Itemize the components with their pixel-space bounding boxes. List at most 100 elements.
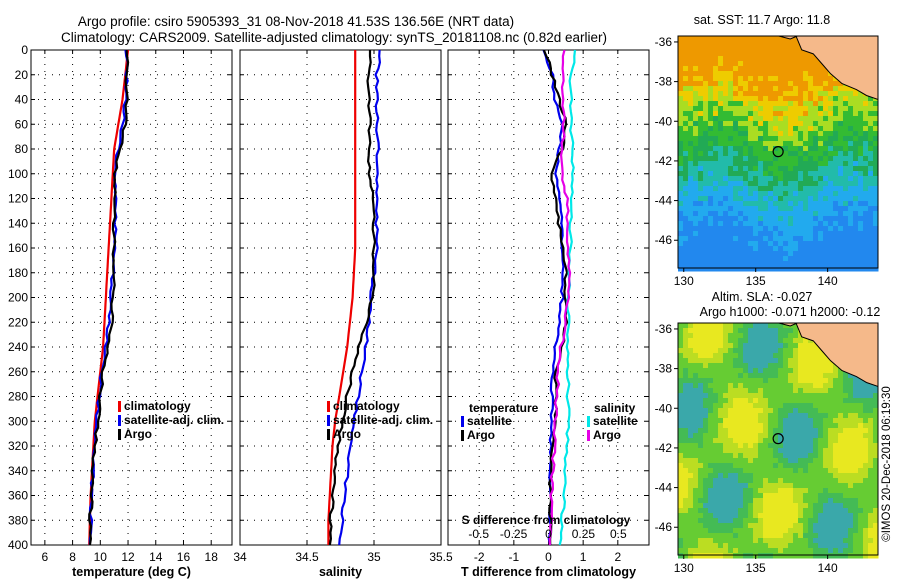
map-cell xyxy=(708,261,714,267)
map-cell xyxy=(848,503,854,509)
map-cell xyxy=(863,141,869,147)
map-cell xyxy=(708,56,714,62)
map-cell xyxy=(793,206,799,212)
map-cell xyxy=(838,156,844,162)
map-cell xyxy=(698,393,704,399)
map-cell xyxy=(728,96,734,102)
map-cell xyxy=(788,443,794,449)
map-cell xyxy=(868,211,874,217)
map-cell xyxy=(683,328,689,334)
map-cell xyxy=(688,543,694,549)
map-cell xyxy=(758,51,764,57)
map-cell xyxy=(803,246,809,252)
map-cell xyxy=(778,483,784,489)
map-cell xyxy=(718,523,724,529)
map-cell xyxy=(758,413,764,419)
map-cell xyxy=(868,236,874,242)
map-cell xyxy=(848,433,854,439)
map-cell xyxy=(743,383,749,389)
map-cell xyxy=(813,348,819,354)
map-cell xyxy=(763,353,769,359)
map-cell xyxy=(803,403,809,409)
map-cell xyxy=(678,383,684,389)
map-cell xyxy=(703,488,709,494)
map-cell xyxy=(683,111,689,117)
map-cell xyxy=(873,443,879,449)
map-cell xyxy=(803,151,809,157)
map-cell xyxy=(688,483,694,489)
map-cell xyxy=(768,548,774,554)
map-cell xyxy=(693,181,699,187)
map-cell xyxy=(723,438,729,444)
map-cell xyxy=(703,141,709,147)
map-cell xyxy=(768,206,774,212)
map-cell xyxy=(798,151,804,157)
map-cell xyxy=(753,508,759,514)
map-cell xyxy=(793,121,799,127)
map-cell xyxy=(708,221,714,227)
map-cell xyxy=(728,343,734,349)
map-cell xyxy=(818,533,824,539)
map-cell xyxy=(813,196,819,202)
map-cell xyxy=(758,176,764,182)
map-cell xyxy=(728,201,734,207)
map-cell xyxy=(868,553,874,559)
map-cell xyxy=(868,166,874,172)
map-cell xyxy=(723,106,729,112)
map-cell xyxy=(708,478,714,484)
map-cell xyxy=(828,523,834,529)
map-cell xyxy=(828,216,834,222)
map-cell xyxy=(763,211,769,217)
map-cell xyxy=(683,106,689,112)
map-cell xyxy=(813,413,819,419)
map-cell xyxy=(813,166,819,172)
map-cell xyxy=(678,428,684,434)
map-cell xyxy=(718,433,724,439)
y-tick-label: 120 xyxy=(8,192,28,206)
map-cell xyxy=(863,191,869,197)
map-cell xyxy=(808,261,814,267)
map-cell xyxy=(823,201,829,207)
map-cell xyxy=(758,383,764,389)
map-cell xyxy=(738,96,744,102)
map-cell xyxy=(763,488,769,494)
map-cell xyxy=(788,221,794,227)
map-cell xyxy=(858,453,864,459)
map-cell xyxy=(743,353,749,359)
map-cell xyxy=(803,56,809,62)
map-cell xyxy=(773,266,779,272)
map-cell xyxy=(808,373,814,379)
map-cell xyxy=(783,56,789,62)
map-cell xyxy=(783,146,789,152)
map-cell xyxy=(873,413,879,419)
map-cell xyxy=(733,498,739,504)
map-cell xyxy=(858,538,864,544)
map-cell xyxy=(723,528,729,534)
map-cell xyxy=(718,101,724,107)
map-cell xyxy=(688,201,694,207)
map-cell xyxy=(733,368,739,374)
map-cell xyxy=(743,231,749,237)
map-cell xyxy=(813,553,819,559)
map-cell xyxy=(693,156,699,162)
map-cell xyxy=(703,483,709,489)
map-cell xyxy=(823,388,829,394)
map-cell xyxy=(698,181,704,187)
map-cell xyxy=(728,513,734,519)
map-cell xyxy=(708,71,714,77)
map-cell xyxy=(788,161,794,167)
map-cell xyxy=(743,428,749,434)
map-cell xyxy=(693,91,699,97)
map-cell xyxy=(733,463,739,469)
map-cell xyxy=(728,423,734,429)
map-cell xyxy=(718,76,724,82)
map-cell xyxy=(793,66,799,72)
map-cell xyxy=(693,443,699,449)
map-cell xyxy=(778,256,784,262)
map-cell xyxy=(813,101,819,107)
map-cell xyxy=(843,413,849,419)
map-cell xyxy=(713,533,719,539)
map-cell xyxy=(843,433,849,439)
map-cell xyxy=(843,473,849,479)
map-cell xyxy=(803,368,809,374)
